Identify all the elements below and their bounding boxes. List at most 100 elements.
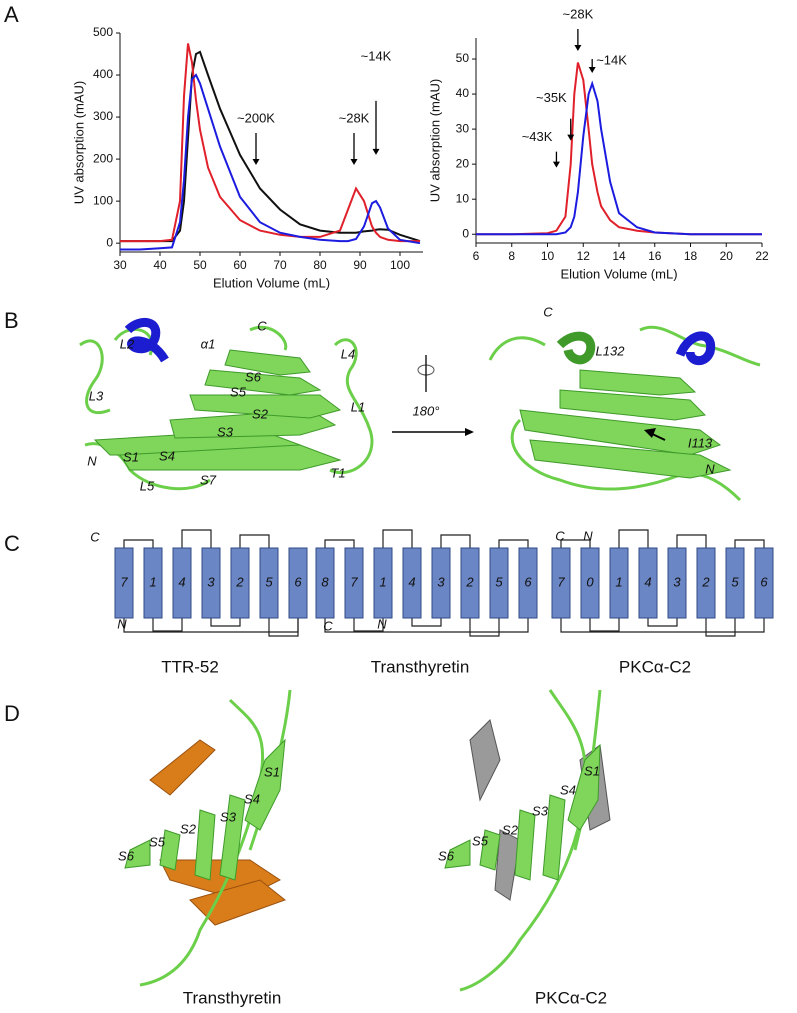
topology-loop (618, 529, 649, 548)
topology-loop (152, 618, 183, 632)
x-tick-label: 16 (648, 249, 662, 263)
y-tick-label: 500 (93, 25, 113, 39)
strand-label: S3 (532, 803, 549, 818)
strand-label: S2 (180, 821, 197, 836)
topology-loop (123, 539, 154, 548)
strand-label: 7 (350, 574, 358, 589)
strand (230, 547, 250, 619)
x-tick-label: 80 (313, 258, 327, 272)
topology-loop (181, 529, 212, 548)
strand-label: S6 (438, 848, 455, 863)
y-axis-label: UV absorption (mAU) (71, 81, 86, 205)
axis (119, 33, 423, 253)
annotation-arrowhead (567, 134, 575, 141)
structure-label: I113 (688, 435, 713, 450)
series-line (476, 62, 762, 236)
x-axis-label: Elution Volume (mL) (560, 266, 677, 281)
strand (754, 547, 774, 619)
structure-label: α1 (201, 336, 216, 351)
terminus-label: N (117, 616, 127, 631)
series-line (120, 50, 421, 243)
annotation-arrowhead (350, 158, 358, 165)
panel-label: A (4, 2, 19, 27)
terminus-label: C (555, 528, 565, 543)
strand-label: S5 (149, 834, 166, 849)
structure-label: L3 (89, 388, 104, 403)
annotation-arrowhead (552, 161, 560, 168)
structure-label: S3 (217, 424, 234, 439)
annotation-arrowhead (574, 44, 582, 51)
topology-loop (123, 618, 299, 633)
strand-label: 5 (265, 574, 273, 589)
x-tick-label: 18 (684, 249, 698, 263)
topology-loop (324, 539, 355, 548)
strand (518, 547, 538, 619)
topology-loop (734, 539, 765, 548)
x-tick-label: 50 (193, 258, 207, 272)
strand (402, 547, 422, 619)
strand (172, 547, 192, 619)
strand (373, 547, 393, 619)
strand-label: 5 (731, 574, 739, 589)
x-tick-label: 40 (153, 258, 167, 272)
annotation-arrowhead (252, 158, 260, 165)
topology-loop (324, 618, 529, 633)
strand (725, 547, 745, 619)
topology-loop (560, 539, 591, 548)
strand-label: S5 (472, 833, 489, 848)
strand-label: 0 (586, 574, 594, 589)
strand-label: 4 (644, 574, 651, 589)
topology-loop (560, 618, 765, 633)
strand-label: S6 (118, 848, 135, 863)
y-tick-label: 100 (93, 193, 113, 207)
strand-label: 3 (673, 574, 681, 589)
panel-label: D (4, 701, 20, 726)
structure-label: S6 (245, 369, 262, 384)
structure-label: L1 (351, 399, 365, 414)
x-tick-label: 70 (273, 258, 287, 272)
strand-label: 4 (408, 574, 415, 589)
topology-loop (210, 618, 241, 627)
structure-left (79, 318, 374, 491)
topology-loop (353, 618, 384, 632)
strand-label: 6 (294, 574, 302, 589)
topology-loop (411, 618, 442, 627)
annotation: ~35K (536, 90, 567, 105)
caption: PKCα-C2 (535, 988, 607, 1007)
y-tick-label: 300 (93, 109, 113, 123)
x-tick-label: 8 (508, 249, 515, 263)
panel-label: C (4, 531, 20, 556)
strand (638, 547, 658, 619)
x-tick-label: 30 (113, 258, 127, 272)
y-tick-label: 10 (456, 191, 470, 205)
strand-label: 2 (701, 574, 710, 589)
strand-label: 3 (207, 574, 215, 589)
annotation-arrowhead (588, 67, 596, 74)
strand (344, 547, 364, 619)
topology-loop (498, 539, 529, 548)
panel-label: B (4, 308, 19, 333)
strand-label: S3 (220, 809, 237, 824)
topology-loop (239, 534, 270, 548)
strand (288, 547, 308, 619)
structure-label: S4 (159, 448, 175, 463)
topology-loop (440, 534, 471, 548)
topology-loop (469, 618, 500, 637)
strand (667, 547, 687, 619)
strand-label: 2 (235, 574, 244, 589)
strand-label: S4 (244, 791, 260, 806)
strand-label: 1 (149, 574, 156, 589)
y-tick-label: 40 (456, 86, 470, 100)
strand-label: 1 (379, 574, 386, 589)
diagram-title: TTR-52 (161, 657, 219, 676)
strand (431, 547, 451, 619)
x-tick-label: 14 (612, 249, 626, 263)
strand-label: 8 (321, 574, 329, 589)
structure-transthyretin (124, 689, 292, 987)
y-tick-label: 400 (93, 67, 113, 81)
structure-label: S2 (252, 406, 269, 421)
strand (609, 547, 629, 619)
topology-loop (382, 529, 413, 548)
structure-label: S1 (123, 449, 139, 464)
